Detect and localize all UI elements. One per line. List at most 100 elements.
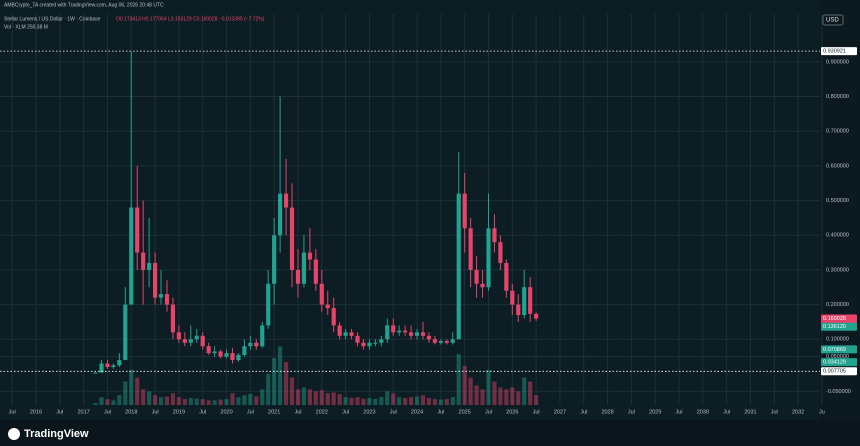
- volume-bar: [158, 397, 164, 405]
- candle-body: [260, 325, 265, 347]
- candle-body: [141, 252, 146, 270]
- candle-body: [158, 294, 164, 298]
- volume-bar: [188, 397, 193, 405]
- x-tick-label: Jul: [56, 409, 63, 415]
- candle-body: [254, 342, 259, 347]
- volume-bar: [278, 346, 283, 405]
- candle-body: [528, 287, 533, 314]
- x-tick-label: Jul: [485, 409, 492, 415]
- candle-body: [325, 304, 330, 309]
- candle-body: [319, 283, 324, 305]
- candle-body: [206, 346, 211, 354]
- x-tick-label: 2016: [30, 409, 42, 415]
- candle-body: [403, 330, 408, 333]
- currency[interactable]: USD: [826, 18, 839, 24]
- candle-body: [200, 335, 205, 347]
- volume-bar: [295, 389, 301, 405]
- volume-bar: [331, 392, 336, 405]
- price-badge: [821, 314, 857, 323]
- volume-bar: [522, 377, 527, 405]
- x-tick-label: Jul: [247, 409, 254, 415]
- y-tick-label: -0.050000: [826, 389, 851, 395]
- volume-bar: [361, 398, 366, 405]
- candle-body: [480, 283, 485, 288]
- candle-body: [289, 207, 295, 270]
- candle-body: [307, 252, 312, 260]
- candle-body: [420, 332, 426, 336]
- candle-body: [534, 313, 539, 319]
- price-badge-label: 0.136120: [823, 324, 846, 330]
- volume-bar: [313, 391, 318, 405]
- candle-body: [236, 354, 241, 361]
- candle-body: [409, 332, 414, 336]
- y-tick-label: 0.200000: [826, 302, 849, 308]
- candle-body: [117, 360, 122, 366]
- chart-title: Stellar Lumens / US Dollar · 1W · Coinba…: [4, 16, 101, 22]
- candle-body: [111, 365, 116, 368]
- volume-bar: [355, 397, 360, 405]
- volume-bar: [182, 399, 187, 405]
- candle-body: [147, 262, 152, 270]
- volume-bar: [212, 400, 217, 405]
- volume-bar: [111, 400, 116, 405]
- candle-body: [123, 304, 128, 361]
- volume-bar: [164, 396, 170, 405]
- x-tick-label: 2024: [411, 409, 423, 415]
- candle-body: [129, 207, 134, 305]
- x-tick-label: Jul: [675, 409, 682, 415]
- candle-body: [498, 242, 503, 263]
- x-tick-label: 2028: [601, 409, 613, 415]
- candle-body: [295, 269, 301, 284]
- volume-bar: [450, 397, 455, 405]
- volume-bar: [486, 369, 491, 405]
- candle-body: [182, 339, 187, 343]
- candle-body: [504, 262, 509, 291]
- x-tick-label: Jul: [771, 409, 778, 415]
- candle-body: [278, 193, 283, 236]
- candle-body: [272, 235, 277, 284]
- volume-bar: [480, 389, 485, 405]
- currency-box[interactable]: [822, 14, 844, 26]
- y-tick-label: 0.800000: [826, 94, 849, 100]
- volume-bar: [272, 358, 277, 405]
- x-tick-label: Jul: [104, 409, 111, 415]
- volume-bar: [254, 396, 259, 405]
- volume-bar: [224, 399, 229, 405]
- volume-bar: [141, 389, 146, 405]
- volume-bar: [248, 394, 253, 405]
- overlay: 0.900000 0.800000 0.700000 0.600000 0.500000…: [0, 47, 857, 415]
- candle-body: [164, 294, 170, 305]
- x-tick-label: Jul: [723, 409, 730, 415]
- volume-bar: [343, 397, 348, 405]
- candle-body: [224, 353, 229, 357]
- candle-body: [135, 207, 140, 253]
- price-badge-label: 0.034129: [823, 360, 846, 366]
- candle-body: [152, 262, 158, 298]
- marks: [93, 51, 539, 405]
- volume-bar: [129, 369, 134, 405]
- volume-bar: [283, 361, 289, 405]
- price-badge-label: 0.160028: [823, 316, 846, 322]
- candle-body: [283, 193, 289, 208]
- candle-body: [230, 353, 235, 361]
- x-tick-label: 2017: [78, 409, 90, 415]
- x-tick-label: Jul: [437, 409, 444, 415]
- volume-bar: [456, 354, 461, 405]
- ohlc-legend: O0.173413 H0.177064 L0.153129 C0.160028 …: [116, 16, 265, 22]
- volume-bar: [337, 394, 342, 405]
- x-tick-label: 2021: [268, 409, 280, 415]
- volume-bar: [307, 389, 312, 405]
- candle-body: [456, 193, 461, 340]
- candle-body: [176, 332, 181, 340]
- volume-bar: [170, 393, 176, 405]
- x-tick-label: Jul: [342, 409, 349, 415]
- candle-body: [93, 372, 98, 374]
- volume-bar: [319, 390, 324, 405]
- y-tick-label: 0.900000: [826, 59, 849, 65]
- x-tick-label: Jul: [294, 409, 301, 415]
- candle-body: [426, 335, 432, 340]
- candle-body: [248, 342, 253, 347]
